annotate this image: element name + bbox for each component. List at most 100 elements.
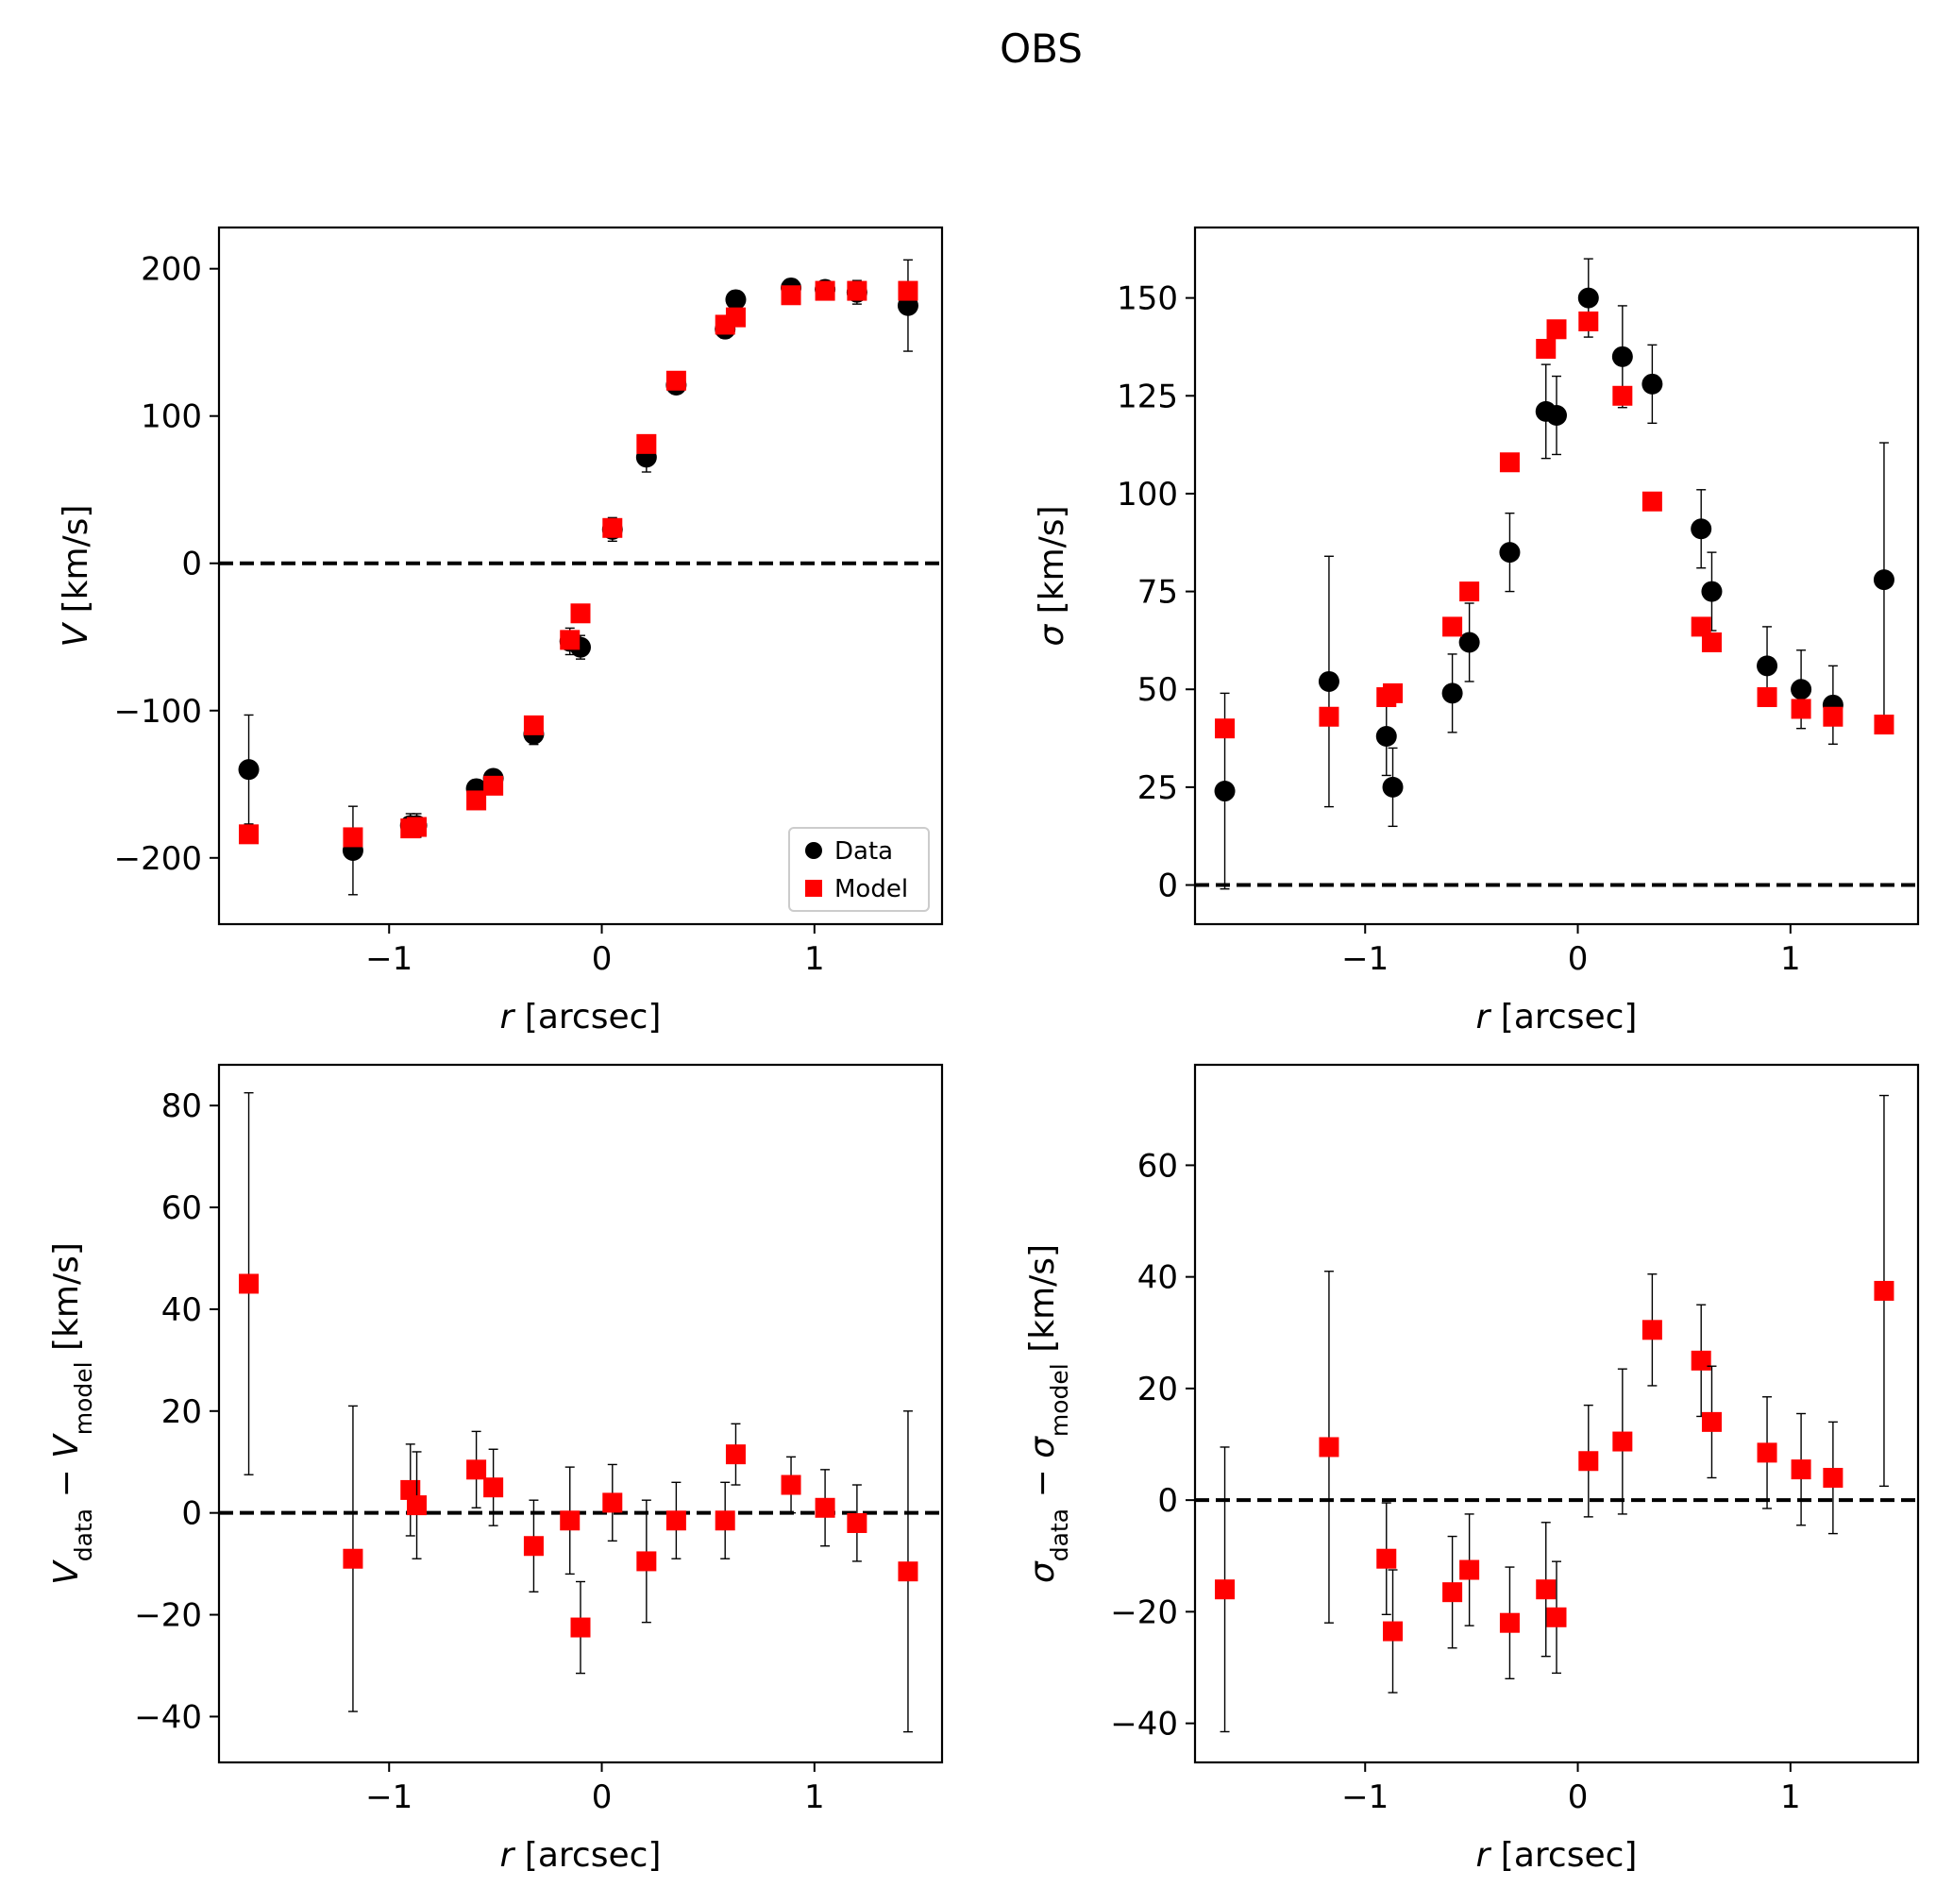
data-point [725, 289, 747, 311]
y-tick-label: 20 [1137, 1371, 1178, 1408]
model-point [407, 817, 428, 837]
model-point [343, 1548, 363, 1569]
y-tick-label: 0 [181, 1495, 202, 1533]
model-point [1791, 699, 1811, 719]
y-axis-label: σ [km/s] [1033, 505, 1071, 646]
model-point [570, 603, 591, 624]
model-point [847, 1512, 867, 1533]
data-point [1499, 542, 1521, 564]
series-model [239, 280, 918, 848]
model-point [602, 1492, 623, 1513]
model-point [523, 715, 544, 735]
model-point [1536, 339, 1557, 360]
model-point [1701, 1411, 1722, 1432]
y-tick-label: 20 [161, 1393, 202, 1431]
data-point [1691, 518, 1712, 540]
panel-bottom-left: −1 0 1 −40 −20 0 20 40 60 80 r [arcsec] Vdata − Vmo… [47, 1063, 944, 1875]
model-point [602, 517, 623, 538]
data-point [1791, 679, 1812, 700]
model-point [781, 285, 801, 306]
x-tick-label: 0 [1568, 1778, 1589, 1816]
model-point [466, 790, 487, 811]
y-tick-label: 0 [181, 546, 202, 583]
x-tick-label: −1 [1341, 1778, 1389, 1816]
model-point [1691, 616, 1711, 637]
model-point [665, 370, 686, 391]
plot-area [219, 259, 942, 896]
model-point [407, 1495, 428, 1516]
x-tick-label: 0 [1568, 940, 1589, 978]
model-point [239, 1273, 260, 1294]
model-point [1612, 1431, 1633, 1452]
x-axis-label: r [arcsec] [500, 998, 662, 1036]
legend: Data Model [788, 827, 930, 912]
model-point [1791, 1459, 1811, 1480]
model-point [781, 1474, 801, 1495]
model-point [1641, 1320, 1662, 1340]
series-residual [1215, 1094, 1894, 1733]
model-point [1874, 715, 1894, 735]
model-point [560, 630, 581, 650]
series-data [1214, 258, 1894, 890]
model-point [1499, 1612, 1520, 1633]
y-tick-label: 0 [1157, 868, 1178, 905]
x-axis-label: r [arcsec] [500, 1836, 662, 1875]
model-point [815, 1497, 835, 1518]
y-tick-label: 100 [1117, 476, 1178, 514]
model-point [1757, 687, 1777, 708]
x-axis-label: r [arcsec] [1476, 1836, 1638, 1875]
axes-frame [217, 226, 944, 926]
data-point [1577, 287, 1599, 309]
model-point [560, 1510, 581, 1531]
model-point [1578, 1451, 1599, 1472]
data-point [1873, 569, 1894, 591]
y-tick-label: 25 [1137, 769, 1178, 807]
model-point [1757, 1442, 1777, 1463]
model-point [483, 1477, 504, 1498]
y-tick-label: −200 [114, 840, 202, 878]
x-tick-label: 0 [592, 940, 613, 978]
data-point [1546, 405, 1567, 427]
model-point [1383, 1621, 1404, 1642]
model-point [715, 1510, 735, 1531]
model-point [636, 1551, 657, 1572]
model-point [1823, 1467, 1843, 1488]
model-point [1612, 385, 1633, 406]
model-point [1319, 1437, 1339, 1457]
model-point [1499, 452, 1520, 473]
axes-frame [1193, 226, 1920, 926]
data-point [238, 759, 260, 781]
data-point [1757, 655, 1778, 677]
panel-top-right: −1 0 1 0 25 50 75 100 125 150 r [arcsec] σ [km/s] [1033, 226, 1920, 1036]
y-tick-label: 50 [1137, 671, 1178, 709]
y-tick-label: −40 [134, 1698, 202, 1736]
data-point [1641, 373, 1663, 395]
y-axis-label: Vdata − Vmodel [km/s] [47, 1242, 97, 1585]
model-point [847, 280, 867, 301]
y-tick-label: 100 [141, 398, 202, 436]
panel-top-left: −1 0 1 −200 −100 0 100 200 r [arcsec] V [km/s] Dat… [57, 226, 944, 1036]
plot-area [1195, 1094, 1918, 1733]
x-tick-label: 1 [804, 1778, 825, 1816]
model-point [523, 1536, 544, 1557]
y-tick-label: 75 [1137, 574, 1178, 612]
y-tick-label: 40 [161, 1291, 202, 1329]
model-point [1383, 682, 1404, 703]
model-point [343, 827, 363, 848]
series-model [1215, 312, 1894, 739]
model-point [725, 307, 746, 328]
model-point [1459, 1559, 1480, 1580]
legend-label: Data [834, 837, 893, 866]
x-tick-label: −1 [1341, 940, 1389, 978]
model-point [898, 1561, 918, 1582]
y-tick-label: −40 [1110, 1706, 1178, 1744]
data-point [1458, 632, 1480, 653]
series-residual [239, 1091, 918, 1733]
model-point [1442, 616, 1463, 637]
model-point [400, 1479, 421, 1500]
model-point [483, 775, 504, 796]
model-point [1215, 718, 1236, 739]
